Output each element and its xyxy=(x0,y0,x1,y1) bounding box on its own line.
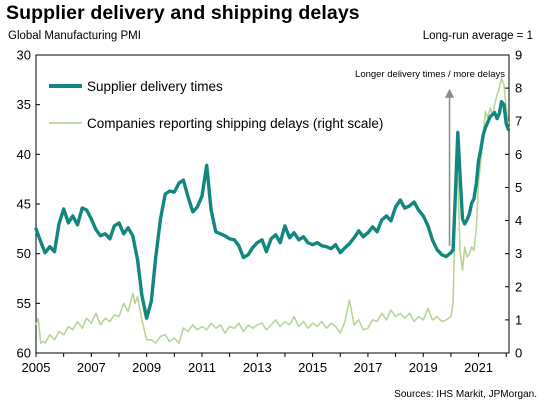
left-axis-tick-label: 30 xyxy=(17,48,31,63)
right-axis-tick-label: 5 xyxy=(515,180,522,195)
right-axis-tick-label: 4 xyxy=(515,213,522,228)
right-axis-tick-label: 1 xyxy=(515,312,522,327)
chart-title: Supplier delivery and shipping delays xyxy=(6,2,360,24)
right-axis-title: Long-run average = 1 xyxy=(422,30,533,42)
x-axis-tick-label: 2019 xyxy=(409,360,438,375)
right-axis-tick-label: 2 xyxy=(515,279,522,294)
right-axis-tick-label: 3 xyxy=(515,246,522,261)
x-axis-tick-label: 2011 xyxy=(188,360,216,375)
right-axis-tick-label: 9 xyxy=(515,48,522,63)
right-axis-tick-label: 6 xyxy=(515,147,522,162)
x-axis-tick-label: 2009 xyxy=(132,360,161,375)
left-axis-tick-label: 40 xyxy=(17,147,31,162)
series-line-shipping-delays xyxy=(35,77,510,344)
left-axis-tick-label: 50 xyxy=(17,246,31,261)
source-note: Sources: IHS Markit, JPMorgan. xyxy=(394,389,537,400)
x-axis-tick-label: 2015 xyxy=(298,360,327,375)
series-line-supplier-delivery xyxy=(34,99,511,320)
left-axis-tick-label: 45 xyxy=(17,197,31,212)
annotation-label: Longer delivery times / more delays xyxy=(355,69,505,80)
legend-label-supplier-delivery: Supplier delivery times xyxy=(87,79,223,94)
right-axis-tick-label: 7 xyxy=(515,114,522,129)
x-axis-tick-label: 2005 xyxy=(22,360,51,375)
right-axis-tick-label: 8 xyxy=(515,81,522,96)
legend-label-shipping-delays: Companies reporting shipping delays (rig… xyxy=(87,116,383,131)
left-axis-tick-label: 60 xyxy=(17,346,31,361)
x-axis-tick-label: 2007 xyxy=(77,360,106,375)
right-axis-tick-label: 0 xyxy=(515,346,522,361)
left-axis-title: Global Manufacturing PMI xyxy=(8,30,141,42)
x-axis-tick-label: 2017 xyxy=(353,360,382,375)
annotation-arrow-head xyxy=(445,88,455,98)
x-axis-tick-label: 2013 xyxy=(243,360,272,375)
x-axis-tick-label: 2021 xyxy=(464,360,493,375)
left-axis-tick-label: 35 xyxy=(17,97,31,112)
plot-frame xyxy=(35,54,510,354)
left-axis-tick-label: 55 xyxy=(17,296,31,311)
